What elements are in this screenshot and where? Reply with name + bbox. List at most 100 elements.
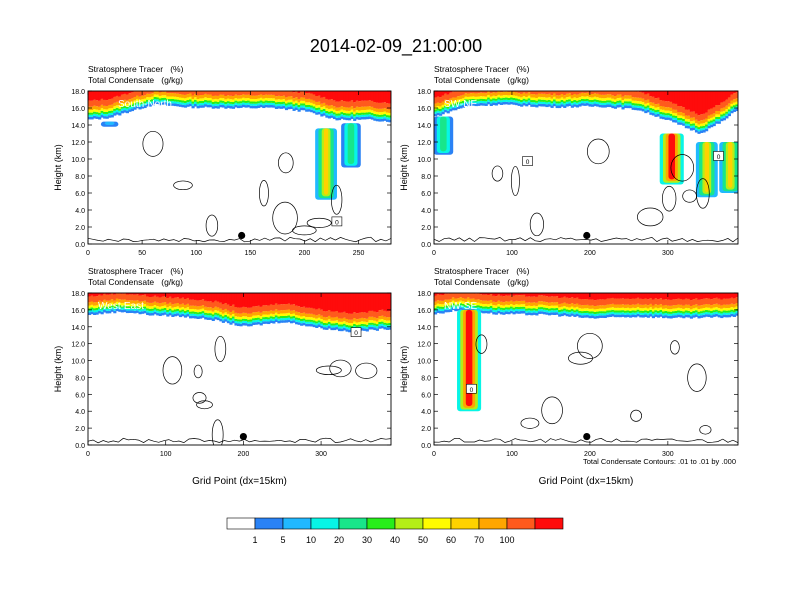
tracer-cell — [588, 305, 592, 309]
tracer-cell — [113, 310, 117, 314]
tracer-cell — [287, 317, 291, 320]
tracer-cell — [662, 315, 666, 319]
tracer-cell — [591, 99, 595, 103]
tracer-cell — [626, 91, 630, 96]
tracer-cell — [307, 317, 311, 320]
tracer-cell — [573, 102, 577, 105]
tracer-cell — [542, 101, 547, 104]
tracer-cell — [558, 101, 562, 104]
tracer-cell — [307, 106, 311, 110]
tracer-cell — [327, 315, 331, 320]
tracer-cell — [252, 322, 256, 325]
tracer-cell — [236, 323, 241, 327]
tracer-cell — [118, 110, 122, 113]
tracer-cell — [568, 103, 572, 107]
tracer-cell — [135, 91, 140, 96]
tracer-cell — [204, 91, 208, 94]
tracer-cell — [700, 120, 704, 124]
panel-subtitle: Total Condensate (g/kg) — [88, 75, 183, 85]
tracer-cell — [535, 312, 539, 316]
tracer-cell — [206, 317, 210, 320]
tracer-cell — [176, 99, 180, 102]
tracer-cell — [608, 312, 612, 315]
tracer-cell — [641, 98, 645, 103]
tracer-cell — [591, 308, 595, 312]
tracer-cell — [320, 309, 324, 316]
tracer-cell — [568, 298, 572, 305]
y-tick-label: 8.0 — [75, 375, 85, 382]
tracer-cell — [684, 109, 688, 116]
tracer-cell — [459, 305, 463, 308]
tracer-cell — [297, 320, 301, 323]
tracer-cell — [621, 312, 625, 315]
tracer-cell — [555, 103, 559, 106]
tracer-cell — [631, 91, 635, 98]
tracer-cell — [183, 312, 188, 316]
tracer-cell — [295, 311, 299, 315]
tracer-cell — [512, 305, 516, 308]
tracer-cell — [284, 313, 289, 316]
tracer-cell — [236, 101, 241, 104]
tracer-cell — [651, 305, 655, 309]
tracer-cell — [181, 97, 185, 101]
tracer-cell — [735, 106, 738, 109]
tracer-cell — [189, 93, 193, 97]
tracer-cell — [715, 293, 719, 298]
tracer-cell — [684, 115, 688, 119]
tracer-cell — [166, 314, 170, 317]
tracer-cell — [669, 111, 673, 114]
tracer-cell — [735, 293, 738, 298]
tracer-cell — [674, 109, 678, 114]
tracer-cell — [388, 322, 391, 326]
tracer-cell — [211, 318, 215, 322]
y-tick-label: 10.0 — [71, 157, 85, 164]
tracer-cell — [168, 103, 172, 106]
tracer-cell — [156, 310, 160, 313]
tracer-cell — [224, 308, 228, 313]
tracer-cell — [247, 102, 251, 105]
tracer-cell — [385, 311, 390, 318]
tracer-cell — [502, 101, 506, 105]
tracer-cell — [365, 106, 369, 110]
tracer-cell — [656, 310, 661, 313]
tracer-cell — [656, 299, 661, 305]
tracer-cell — [221, 304, 225, 311]
tracer-cell — [274, 293, 278, 304]
tracer-cell — [247, 321, 251, 324]
tracer-cell — [727, 293, 731, 299]
tracer-cell — [368, 326, 372, 330]
tracer-cell — [646, 299, 650, 306]
tracer-cell — [548, 306, 552, 309]
tracer-cell — [692, 123, 696, 126]
tracer-cell — [360, 112, 364, 115]
tracer-cell — [378, 316, 382, 320]
colorbar-label: 50 — [418, 535, 428, 545]
tracer-cell — [573, 298, 577, 305]
tracer-cell — [510, 306, 514, 309]
tracer-cell — [264, 104, 268, 108]
tracer-cell — [583, 312, 587, 316]
tracer-cell — [358, 115, 362, 118]
tracer-cell — [302, 322, 306, 326]
tracer-cell — [664, 101, 668, 108]
tracer-cell — [194, 313, 198, 317]
tracer-cell — [166, 309, 170, 312]
tracer-cell — [312, 94, 316, 101]
tracer-cell — [337, 324, 342, 327]
tracer-cell — [502, 296, 506, 303]
tracer-cell — [93, 105, 97, 110]
tracer-cell — [380, 118, 385, 122]
tracer-cell — [446, 108, 450, 111]
tracer-cell — [216, 99, 220, 102]
tracer-cell — [115, 107, 119, 110]
tracer-cell — [385, 119, 390, 122]
tracer-cell — [689, 316, 693, 319]
tracer-cell — [284, 315, 289, 318]
tracer-cell — [563, 103, 567, 106]
tracer-cell — [259, 293, 263, 307]
tracer-cell — [732, 293, 737, 299]
tracer-cell — [451, 297, 455, 301]
tracer-cell — [677, 91, 681, 107]
tracer-cell — [477, 299, 481, 303]
tracer-cell — [292, 104, 296, 107]
